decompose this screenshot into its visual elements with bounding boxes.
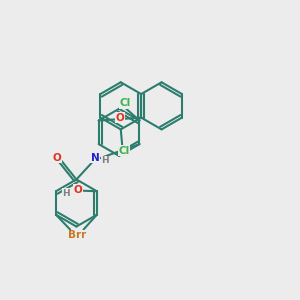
Text: O: O [52, 153, 61, 163]
Text: Br: Br [73, 230, 86, 240]
Text: O: O [73, 185, 82, 195]
Text: O: O [116, 112, 124, 123]
Text: Br: Br [68, 230, 81, 240]
Text: Cl: Cl [118, 146, 129, 156]
Text: Cl: Cl [120, 98, 131, 109]
Text: N: N [91, 153, 99, 163]
Text: H: H [62, 189, 70, 198]
Text: H: H [101, 156, 109, 165]
